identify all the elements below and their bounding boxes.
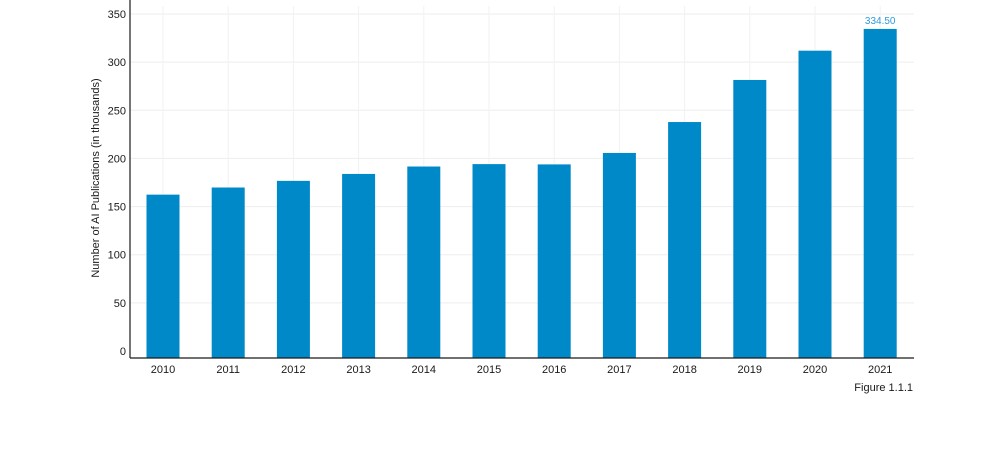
bar-2014 <box>407 166 441 358</box>
x-tick-label: 2018 <box>672 364 696 376</box>
bar-2017 <box>602 152 636 358</box>
x-tick-label: 2015 <box>477 364 501 376</box>
y-tick-label: 300 <box>108 57 126 69</box>
y-tick-label: 50 <box>114 298 126 310</box>
x-tick-labels: 2010 2011 2012 2013 2014 2015 2016 2017 2018 2019… <box>151 364 893 376</box>
data-labels: 334.50 <box>865 16 896 27</box>
x-tick-label: 2020 <box>803 364 827 376</box>
data-label-2021: 334.50 <box>865 16 896 27</box>
x-tick-label: 2021 <box>868 364 892 376</box>
x-tick-label: 2012 <box>281 364 305 376</box>
x-tick-label: 2014 <box>412 364 436 376</box>
bar-2021 <box>863 28 897 358</box>
bar-2016 <box>537 164 571 358</box>
y-tick-label: 250 <box>108 105 126 117</box>
y-tick-label: 100 <box>108 250 126 262</box>
figure-caption: Figure 1.1.1 <box>854 382 913 394</box>
y-tick-label: 200 <box>108 153 126 165</box>
bar-2010 <box>146 194 180 358</box>
bar-2011 <box>211 187 245 358</box>
bar-2012 <box>276 180 310 358</box>
grid-lines <box>130 6 914 358</box>
x-tick-label: 2019 <box>738 364 762 376</box>
y-tick-label: 350 <box>108 9 126 21</box>
y-tick-label: 150 <box>108 202 126 214</box>
bars <box>146 28 897 359</box>
bar-2015 <box>472 164 506 358</box>
bar-2019 <box>733 79 767 358</box>
x-tick-label: 2016 <box>542 364 566 376</box>
x-tick-label: 2013 <box>346 364 370 376</box>
y-tick-label: 0 <box>120 346 126 358</box>
x-tick-label: 2017 <box>607 364 631 376</box>
bar-2018 <box>668 122 702 359</box>
x-tick-label: 2010 <box>151 364 175 376</box>
y-tick-labels: 0 50 100 150 200 250 300 350 <box>108 9 126 358</box>
bar-2013 <box>342 173 376 358</box>
x-tick-label: 2011 <box>216 364 240 376</box>
y-axis-title: Number of AI Publications (in thousands) <box>90 78 102 277</box>
bar-2020 <box>798 50 832 359</box>
